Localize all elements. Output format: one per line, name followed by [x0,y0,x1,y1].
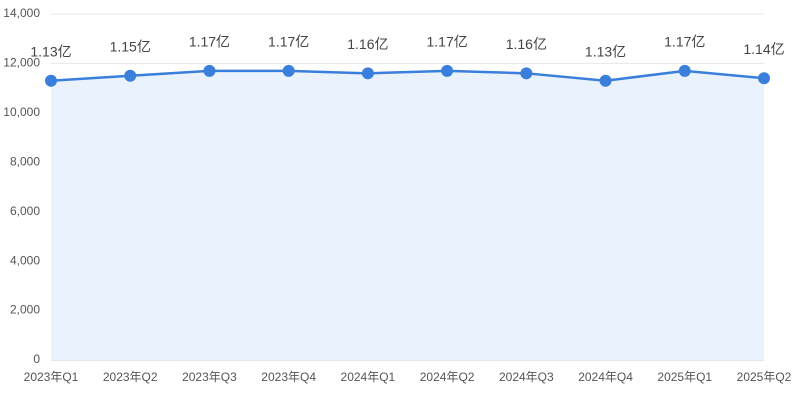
point [45,74,57,87]
x-tick-label: 2023年Q1 [24,370,79,384]
x-tick-label: 2023年Q2 [103,370,158,384]
point [203,64,216,77]
value-label: 1.13亿 [30,43,71,59]
x-tick-label: 2024年Q4 [578,370,633,384]
y-tick-label: 10,000 [3,105,40,119]
point [758,72,770,85]
point [282,64,295,77]
x-tick-label: 2023年Q4 [261,370,316,384]
value-label: 1.13亿 [585,43,626,59]
y-tick-label: 14,000 [3,6,40,20]
point [599,74,612,87]
point [124,69,137,82]
y-tick-label: 6,000 [10,204,40,218]
value-label: 1.15亿 [110,38,151,54]
x-tick-label: 2024年Q2 [420,370,475,384]
value-label: 1.16亿 [347,36,388,52]
x-tick-label: 2023年Q3 [182,370,237,384]
value-label: 1.17亿 [426,34,467,50]
y-tick-label: 4,000 [10,253,40,267]
value-label: 1.14亿 [743,41,784,57]
y-tick-label: 2,000 [10,303,40,317]
line [50,69,765,82]
point [678,64,691,77]
x-tick-label: 2024年Q3 [499,370,554,384]
value-label: 1.17亿 [664,34,705,50]
value-label: 1.16亿 [506,36,547,52]
point [441,64,454,77]
point [520,67,533,80]
point [361,67,374,80]
x-tick-label: 2025年Q1 [657,370,712,384]
x-tick-label: 2024年Q1 [341,370,396,384]
value-label: 1.17亿 [268,34,309,50]
x-tick-label: 2025年Q2 [737,370,792,384]
y-tick-label: 8,000 [10,154,40,168]
area [51,70,764,360]
value-label: 1.17亿 [189,34,230,50]
y-tick-label: 0 [33,352,40,366]
y-tick-label: 12,000 [3,56,40,70]
